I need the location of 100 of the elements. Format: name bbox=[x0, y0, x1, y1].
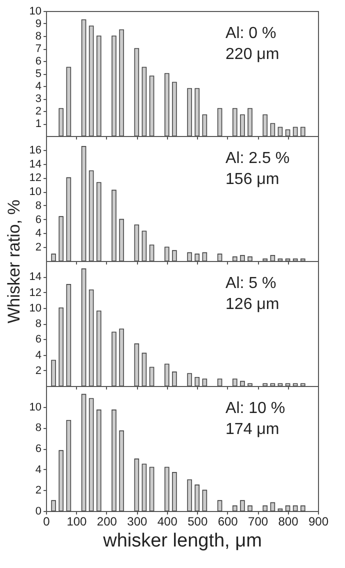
x-tick-label: 400 bbox=[157, 514, 178, 528]
bar bbox=[112, 190, 116, 262]
bar bbox=[51, 360, 56, 386]
bar bbox=[66, 284, 72, 386]
bar bbox=[217, 500, 222, 512]
y-tick-label: 14 bbox=[29, 271, 42, 284]
annotation: 174 μm bbox=[226, 421, 280, 438]
bar bbox=[292, 126, 298, 136]
bar bbox=[232, 256, 238, 262]
bar bbox=[248, 108, 252, 136]
bar bbox=[300, 258, 306, 262]
bar bbox=[194, 484, 200, 512]
bar bbox=[58, 307, 64, 386]
y-tick-label: 4 bbox=[35, 228, 42, 240]
annotation: Al: 5 % bbox=[226, 275, 276, 292]
y-tick-label: 8 bbox=[35, 318, 42, 330]
bar bbox=[270, 123, 276, 136]
bar bbox=[240, 380, 245, 386]
bar bbox=[134, 224, 140, 262]
y-tick-label: 4 bbox=[35, 349, 42, 362]
bar bbox=[112, 332, 116, 386]
annotation: Al: 2.5 % bbox=[226, 150, 290, 167]
bar bbox=[96, 310, 102, 386]
bar bbox=[119, 29, 124, 136]
bar bbox=[278, 508, 283, 512]
y-tick-label: 10 bbox=[29, 302, 42, 314]
bar bbox=[248, 505, 252, 512]
bar bbox=[66, 66, 72, 136]
bar bbox=[81, 146, 86, 262]
bar bbox=[262, 505, 268, 512]
bar bbox=[51, 254, 56, 262]
bar bbox=[51, 500, 56, 512]
bar bbox=[300, 126, 306, 136]
y-tick-label: 14 bbox=[29, 158, 42, 170]
bar bbox=[172, 82, 177, 136]
bar bbox=[187, 252, 192, 262]
bar bbox=[164, 466, 170, 512]
bar bbox=[58, 108, 64, 136]
bar bbox=[164, 73, 170, 136]
bar bbox=[96, 182, 102, 262]
bar bbox=[194, 88, 200, 136]
bar bbox=[149, 466, 154, 512]
bar bbox=[88, 170, 94, 262]
annotation: 126 μm bbox=[226, 296, 280, 313]
bar bbox=[240, 114, 245, 136]
y-tick-label: 2 bbox=[35, 242, 42, 254]
y-tick-label: 2 bbox=[35, 364, 42, 377]
bar bbox=[164, 364, 170, 386]
bar bbox=[149, 76, 154, 136]
bar bbox=[187, 88, 192, 136]
bar bbox=[96, 410, 102, 512]
bar bbox=[81, 19, 86, 136]
y-tick-label: 9 bbox=[35, 18, 42, 30]
y-tick-label: 6 bbox=[35, 56, 42, 68]
bar bbox=[202, 490, 208, 512]
y-tick-label: 6 bbox=[35, 214, 42, 226]
bar bbox=[217, 254, 222, 262]
bar bbox=[134, 343, 140, 386]
bar bbox=[194, 254, 200, 262]
bar bbox=[134, 48, 140, 136]
bar bbox=[232, 378, 238, 386]
annotation: Al: 0 % bbox=[226, 25, 276, 42]
bar bbox=[232, 505, 238, 512]
bar bbox=[142, 464, 147, 512]
bar bbox=[217, 108, 222, 136]
x-tick-label: 200 bbox=[96, 514, 118, 528]
bar bbox=[119, 430, 124, 512]
bar bbox=[187, 373, 192, 386]
y-tick-label: 1 bbox=[35, 118, 42, 130]
annotation: 156 μm bbox=[226, 171, 280, 188]
bar bbox=[66, 420, 72, 512]
y-tick-label: 2 bbox=[35, 484, 42, 497]
bar bbox=[142, 66, 147, 136]
bar bbox=[112, 410, 116, 512]
bar bbox=[172, 472, 177, 512]
bar bbox=[134, 458, 140, 512]
y-tick-label: 8 bbox=[35, 30, 42, 42]
bar bbox=[262, 114, 268, 136]
x-tick-label: 300 bbox=[127, 514, 148, 528]
bar bbox=[232, 108, 238, 136]
y-tick-label: 6 bbox=[35, 443, 42, 455]
x-tick-label: 500 bbox=[188, 514, 208, 528]
bar bbox=[262, 258, 268, 262]
bar bbox=[187, 479, 192, 512]
bar bbox=[58, 450, 64, 512]
y-tick-label: 7 bbox=[35, 43, 42, 55]
bar bbox=[248, 256, 252, 262]
bar bbox=[285, 505, 290, 512]
bar bbox=[88, 290, 94, 386]
bar bbox=[81, 268, 86, 386]
x-axis-title: whisker length, μm bbox=[102, 530, 262, 552]
bar bbox=[142, 352, 147, 386]
y-tick-label: 4 bbox=[35, 80, 42, 92]
bar bbox=[149, 366, 154, 386]
bar bbox=[278, 126, 283, 136]
bar bbox=[194, 377, 200, 386]
annotation: Al: 10 % bbox=[226, 400, 286, 417]
y-axis-title: Whisker ratio, % bbox=[4, 200, 24, 324]
bar bbox=[164, 246, 170, 262]
bar bbox=[149, 244, 154, 262]
